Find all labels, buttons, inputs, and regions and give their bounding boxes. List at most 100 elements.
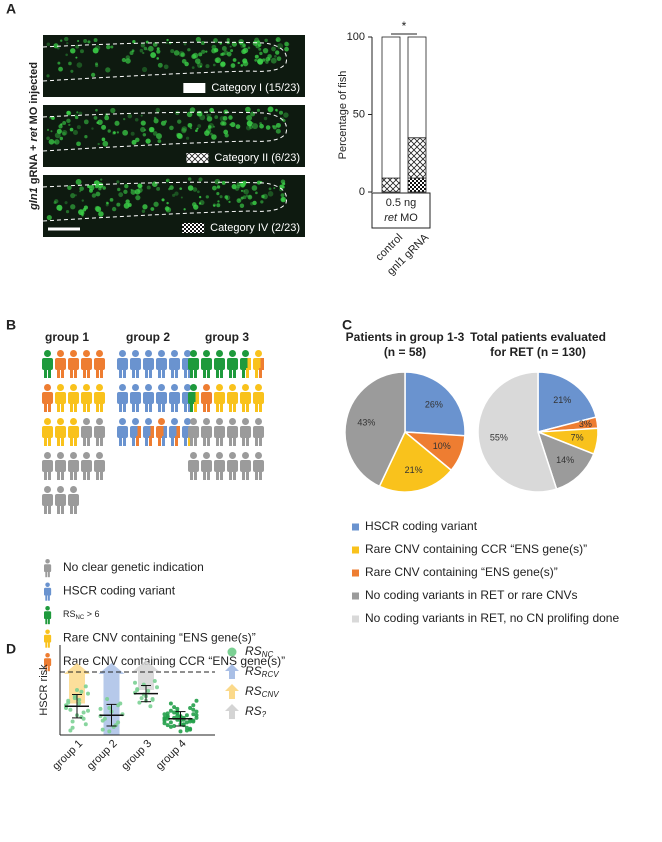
cell-dot <box>284 41 289 47</box>
cell-dot <box>221 180 226 185</box>
cell-dot <box>256 180 261 185</box>
cell-dot <box>157 62 163 68</box>
icon-leg <box>194 368 197 378</box>
data-point <box>184 720 189 725</box>
icon-leg <box>188 402 191 412</box>
cell-dot <box>76 125 81 130</box>
cell-dot <box>123 189 128 194</box>
cell-dot <box>209 107 215 113</box>
cell-dot <box>170 49 175 54</box>
icon-leg <box>194 436 197 446</box>
icon-body <box>81 392 92 404</box>
cell-dot <box>156 47 160 51</box>
icon-leg <box>203 402 206 412</box>
cell-dot <box>165 207 172 213</box>
icon-leg <box>246 436 249 446</box>
cell-dot <box>56 128 62 134</box>
icon-body <box>130 358 141 370</box>
cell-dot <box>200 41 205 46</box>
person-icon <box>214 350 225 378</box>
cell-dot <box>204 130 210 136</box>
icon-split <box>247 358 251 370</box>
cell-dot <box>62 121 67 125</box>
cell-dot <box>106 201 109 205</box>
cell-dot <box>235 124 241 129</box>
icon-body <box>42 426 53 438</box>
icon-leg <box>242 402 245 412</box>
category-label: Category IV (2/23) <box>210 222 300 234</box>
icon-leg <box>119 402 122 412</box>
icon-head <box>96 384 103 391</box>
person-icon <box>68 418 79 446</box>
cell-dot <box>240 183 245 188</box>
icon-body <box>201 392 212 404</box>
pie-title: Total patients evaluated <box>470 330 606 344</box>
icon-body <box>81 426 92 438</box>
cell-dot <box>77 39 80 42</box>
icon-head <box>45 559 50 564</box>
person-icon <box>68 486 79 514</box>
icon-leg <box>132 436 135 446</box>
icon-leg <box>44 436 47 446</box>
x-tick-label: group 4 <box>154 738 189 773</box>
icon-body <box>253 392 264 404</box>
cell-dot <box>267 106 274 113</box>
icon-body <box>214 426 225 438</box>
icon-leg <box>175 368 178 378</box>
cell-dot <box>246 114 253 121</box>
person-icon <box>68 384 79 412</box>
icon-body <box>42 392 53 404</box>
person-icon <box>55 384 66 412</box>
icon-head <box>44 418 51 425</box>
icon-body <box>201 358 212 370</box>
cell-dot <box>191 66 195 70</box>
icon-leg <box>100 470 103 480</box>
cell-dot <box>275 50 280 55</box>
data-point <box>181 722 186 727</box>
data-point <box>191 718 196 723</box>
cell-dot <box>80 49 84 54</box>
cell-dot <box>252 200 257 206</box>
icon-head <box>190 384 197 391</box>
data-point <box>168 720 173 725</box>
cell-dot <box>95 191 101 197</box>
icon-body <box>55 392 66 404</box>
icon-leg <box>74 368 77 378</box>
icon-leg <box>145 402 148 412</box>
icon-leg <box>216 402 219 412</box>
icon-leg <box>45 594 48 601</box>
cell-dot <box>107 129 111 133</box>
person-icon <box>253 452 264 480</box>
cell-dot <box>177 119 182 124</box>
cell-dot <box>46 136 50 141</box>
cell-dot <box>211 44 217 50</box>
cell-dot <box>268 187 272 191</box>
icon-head <box>83 384 90 391</box>
cell-dot <box>213 204 216 207</box>
icon-body <box>81 460 92 472</box>
legend-sub: NC <box>262 650 274 659</box>
legend-text: RS <box>245 664 262 678</box>
cell-dot <box>72 130 78 136</box>
person-icon <box>201 384 212 412</box>
icon-leg <box>83 402 86 412</box>
cell-dot <box>256 58 263 65</box>
icon-leg <box>216 368 219 378</box>
cell-dot <box>275 108 278 112</box>
cell-dot <box>53 201 57 205</box>
icon-head <box>171 350 178 357</box>
icon-leg <box>61 470 64 480</box>
person-icon <box>81 418 92 446</box>
cell-dot <box>263 116 268 121</box>
icon-leg <box>74 402 77 412</box>
pie-title: (n = 58) <box>384 345 426 359</box>
data-point <box>168 708 173 713</box>
side-label-part: gln1 <box>28 187 40 211</box>
icon-leg <box>48 436 51 446</box>
person-icon <box>42 384 53 412</box>
cell-dot <box>46 214 52 221</box>
icon-head <box>255 384 262 391</box>
cell-dot <box>68 123 71 127</box>
icon-leg <box>233 368 236 378</box>
